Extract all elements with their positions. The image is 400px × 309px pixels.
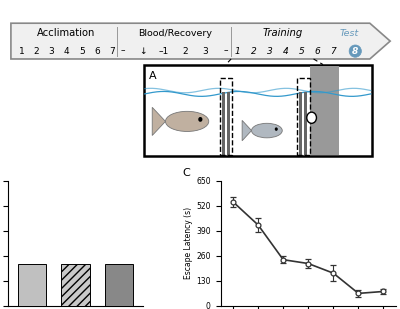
Text: –: – <box>120 47 125 56</box>
Bar <box>61 264 90 306</box>
Bar <box>18 264 46 306</box>
Polygon shape <box>242 121 252 141</box>
Text: C: C <box>182 168 190 178</box>
Polygon shape <box>152 107 166 135</box>
Bar <box>300 92 302 155</box>
Text: Test: Test <box>340 29 359 38</box>
Text: 8: 8 <box>352 47 358 56</box>
Text: A: A <box>149 71 156 81</box>
Text: 2: 2 <box>182 47 188 56</box>
Bar <box>220 78 232 155</box>
Polygon shape <box>11 23 390 59</box>
Text: 7: 7 <box>330 47 336 56</box>
Text: –1: –1 <box>159 47 169 56</box>
Text: 3: 3 <box>267 47 272 56</box>
Text: 2: 2 <box>251 47 257 56</box>
Circle shape <box>275 127 278 131</box>
Bar <box>105 264 133 306</box>
Circle shape <box>307 112 316 123</box>
Text: 1: 1 <box>19 47 24 56</box>
Ellipse shape <box>166 111 209 131</box>
Text: 7: 7 <box>109 47 115 56</box>
Bar <box>222 92 225 155</box>
Text: 4: 4 <box>282 47 288 56</box>
Text: ↓: ↓ <box>140 47 147 56</box>
Text: 5: 5 <box>79 47 84 56</box>
Y-axis label: Escape Latency (s): Escape Latency (s) <box>184 207 194 279</box>
Text: 2: 2 <box>34 47 40 56</box>
Text: 4: 4 <box>64 47 70 56</box>
Text: –: – <box>224 47 228 56</box>
Bar <box>227 92 230 155</box>
Bar <box>310 66 339 155</box>
Text: 6: 6 <box>314 47 320 56</box>
Circle shape <box>198 117 202 122</box>
Text: 3: 3 <box>203 47 208 56</box>
Bar <box>297 78 310 155</box>
Text: 3: 3 <box>49 47 54 56</box>
Ellipse shape <box>252 123 282 138</box>
Text: Training: Training <box>262 28 303 38</box>
Text: 1: 1 <box>235 47 241 56</box>
Bar <box>144 65 372 156</box>
Text: Blood/Recovery: Blood/Recovery <box>138 29 212 38</box>
Text: Acclimation: Acclimation <box>37 28 95 38</box>
Text: 6: 6 <box>94 47 100 56</box>
Text: 5: 5 <box>298 47 304 56</box>
Bar <box>304 92 307 155</box>
